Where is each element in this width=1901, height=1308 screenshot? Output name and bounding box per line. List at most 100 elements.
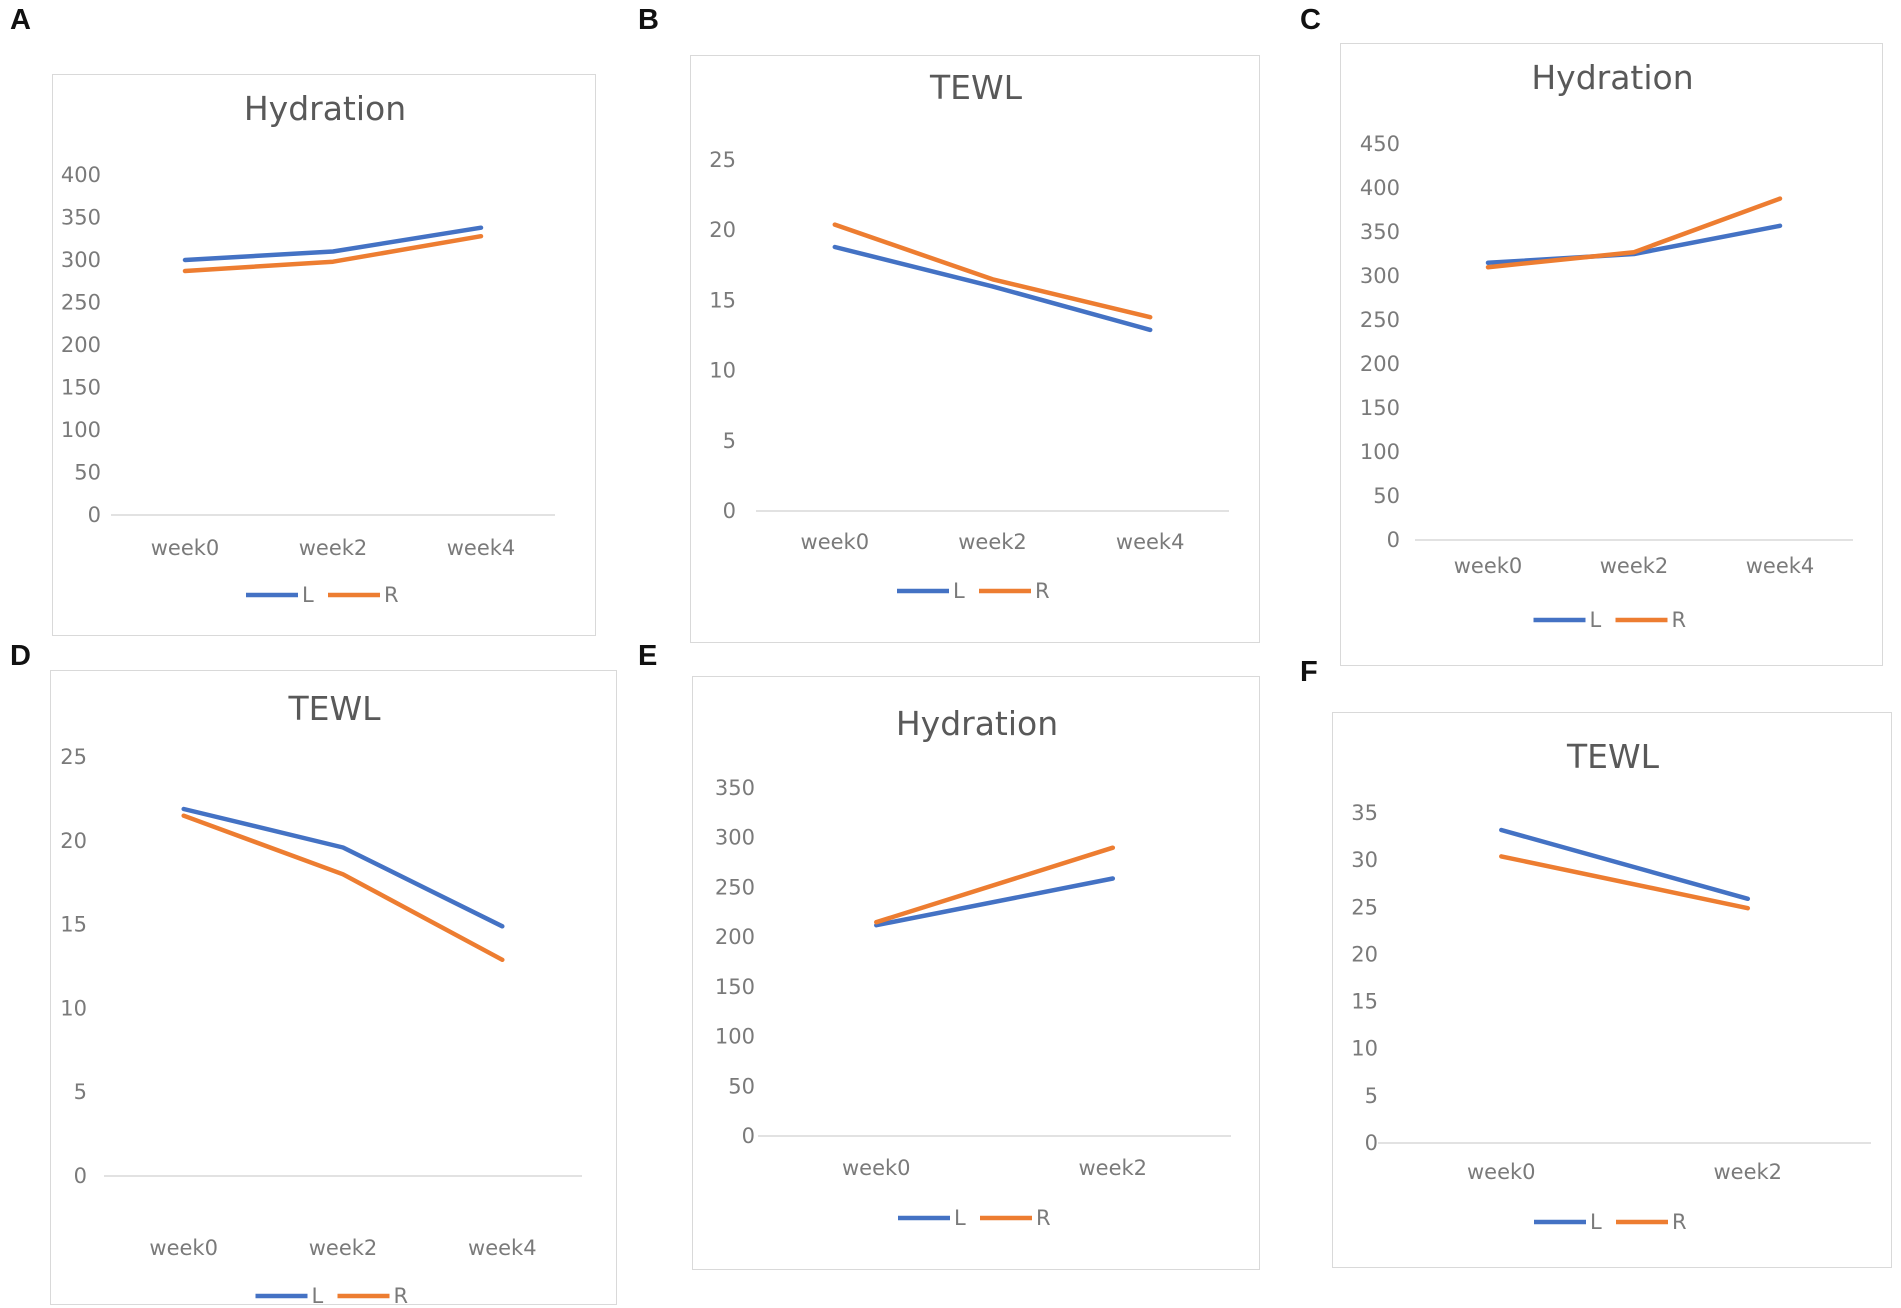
y-tick-label: 0: [74, 1164, 87, 1188]
legend-label-l: L: [1590, 608, 1602, 632]
y-tick-label: 300: [1360, 264, 1400, 288]
y-tick-label: 350: [1360, 220, 1400, 244]
legend-label-r: R: [1036, 1206, 1051, 1230]
chart-title: TEWL: [1566, 737, 1660, 776]
y-tick-label: 15: [60, 913, 87, 937]
series-line-r: [1485, 196, 1783, 270]
chart-title: Hydration: [244, 89, 406, 128]
x-tick-label: week2: [1600, 554, 1669, 578]
x-tick-label: week0: [842, 1156, 911, 1180]
series-line-l: [1499, 827, 1751, 902]
y-tick-label: 150: [1360, 396, 1400, 420]
x-tick-label: week2: [958, 530, 1027, 554]
y-tick-label: 0: [1365, 1131, 1378, 1155]
y-tick-label: 100: [715, 1025, 755, 1049]
y-tick-label: 15: [1351, 990, 1378, 1014]
y-tick-label: 5: [723, 429, 736, 453]
y-tick-label: 20: [1351, 942, 1378, 966]
panel-label-e: E: [638, 640, 658, 672]
y-tick-label: 200: [1360, 352, 1400, 376]
y-tick-label: 10: [709, 359, 736, 383]
y-tick-label: 5: [1365, 1084, 1378, 1108]
y-tick-label: 10: [1351, 1037, 1378, 1061]
y-tick-label: 300: [61, 248, 101, 272]
series-line-r: [182, 233, 484, 274]
y-tick-label: 400: [1360, 176, 1400, 200]
x-tick-label: week4: [1746, 554, 1815, 578]
chart-title: Hydration: [1531, 58, 1693, 97]
x-tick-label: week4: [447, 536, 516, 560]
series-line-r: [874, 845, 1116, 925]
y-tick-label: 150: [715, 975, 755, 999]
chart-panel-c: Hydration 0 50 100 150 200 250 300 350 400 450 week…: [1340, 43, 1883, 666]
y-tick-label: 25: [60, 745, 87, 769]
y-tick-label: 50: [1373, 484, 1400, 508]
y-tick-label: 200: [61, 333, 101, 357]
y-tick-label: 200: [715, 925, 755, 949]
chart-panel-b: TEWL 0 5 10 15 20 25 week0 week2 week4 L R: [690, 55, 1260, 643]
legend-label-l: L: [302, 583, 314, 607]
y-tick-label: 0: [88, 503, 101, 527]
chart-title: TEWL: [287, 689, 381, 728]
y-tick-label: 20: [709, 218, 736, 242]
panel-label-d: D: [10, 640, 31, 672]
legend-label-l: L: [1590, 1210, 1602, 1234]
y-tick-label: 25: [1351, 895, 1378, 919]
series-line-l: [1485, 223, 1783, 266]
y-tick-label: 100: [1360, 440, 1400, 464]
legend-label-l: L: [954, 1206, 966, 1230]
series-line-r: [181, 813, 505, 963]
series-line-l: [832, 244, 1153, 333]
y-tick-label: 350: [61, 206, 101, 230]
chart-panel-d: TEWL 0 5 10 15 20 25 week0 week2 week4 L R: [50, 670, 617, 1308]
legend-label-r: R: [1035, 579, 1050, 603]
y-tick-label: 250: [1360, 308, 1400, 332]
panel-label-a: A: [10, 4, 31, 36]
x-tick-label: week0: [1467, 1160, 1536, 1184]
x-tick-label: week4: [468, 1236, 537, 1260]
y-tick-label: 400: [61, 163, 101, 187]
x-tick-label: week4: [1116, 530, 1185, 554]
y-tick-label: 100: [61, 418, 101, 442]
y-tick-label: 250: [61, 291, 101, 315]
series-line-l: [181, 806, 505, 929]
y-tick-label: 5: [74, 1080, 87, 1104]
legend-label-r: R: [384, 583, 399, 607]
legend-label-r: R: [394, 1284, 409, 1308]
y-tick-label: 35: [1351, 801, 1378, 825]
x-tick-label: week0: [151, 536, 220, 560]
chart-panel-a: Hydration 0 50 100 150 200 250 300 350 400 week0 we…: [52, 74, 596, 636]
y-tick-label: 15: [709, 288, 736, 312]
y-tick-label: 0: [723, 499, 736, 523]
y-tick-label: 10: [60, 996, 87, 1020]
series-line-l: [182, 225, 484, 263]
y-tick-label: 350: [715, 776, 755, 800]
chart-title: Hydration: [896, 704, 1058, 743]
legend-label-r: R: [1672, 1210, 1687, 1234]
panel-label-c: C: [1300, 4, 1321, 36]
y-tick-label: 20: [60, 829, 87, 853]
y-tick-label: 50: [728, 1074, 755, 1098]
y-tick-label: 0: [742, 1124, 755, 1148]
series-line-r: [1499, 854, 1751, 911]
x-tick-label: week0: [149, 1236, 218, 1260]
y-tick-label: 30: [1351, 848, 1378, 872]
x-tick-label: week0: [801, 530, 870, 554]
panel-label-b: B: [638, 4, 659, 36]
series-line-l: [874, 876, 1116, 928]
y-tick-label: 150: [61, 376, 101, 400]
legend-label-r: R: [1672, 608, 1687, 632]
x-tick-label: week0: [1454, 554, 1523, 578]
chart-panel-e: Hydration 0 50 100 150 200 250 300 350 week0 week2…: [692, 676, 1260, 1270]
y-tick-label: 25: [709, 148, 736, 172]
legend-label-l: L: [953, 579, 965, 603]
y-tick-label: 0: [1387, 528, 1400, 552]
y-tick-label: 450: [1360, 132, 1400, 156]
y-tick-label: 50: [74, 461, 101, 485]
series-line-r: [832, 222, 1153, 320]
x-tick-label: week2: [299, 536, 368, 560]
x-tick-label: week2: [1713, 1160, 1782, 1184]
chart-title: TEWL: [929, 68, 1023, 107]
legend-label-l: L: [312, 1284, 324, 1308]
x-tick-label: week2: [309, 1236, 378, 1260]
